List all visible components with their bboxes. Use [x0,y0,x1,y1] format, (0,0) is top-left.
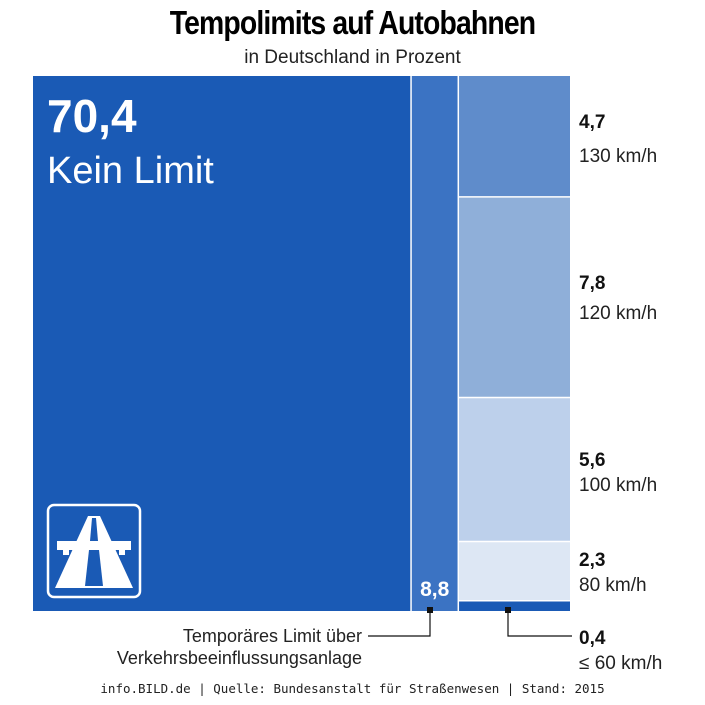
leader-line [507,610,572,637]
bar-6 [458,541,570,601]
value-label-4: 7,8 [579,273,605,294]
bar-temporaeres-limit [411,76,459,611]
category-label-kein-limit: Kein Limit [47,150,214,192]
autobahn-bridge-shape [57,541,131,550]
category-label-6: 80 km/h [579,575,647,596]
bar-4 [458,196,570,398]
value-label-kein-limit: 70,4 [47,90,137,142]
autobahn-icon [46,503,142,599]
value-label-3: 4,7 [579,112,605,133]
category-label-temporaeres-limit-line2: Verkehrsbeeinflussungsanlage [117,648,362,668]
category-label-temporaeres-limit: Temporäres Limit über [183,626,362,646]
autobahn-bridge-pillar [119,550,125,555]
value-label-5: 5,6 [579,450,605,471]
source-footer: info.BILD.de | Quelle: Bundesanstalt für… [100,681,605,696]
chart-subtitle: in Deutschland in Prozent [244,47,461,68]
value-label-6: 2,3 [579,550,605,571]
chart-title: Tempolimits auf Autobahnen [169,4,536,41]
autobahn-lane-divider [90,518,98,541]
category-label-4: 120 km/h [579,303,657,324]
category-label-7: ≤ 60 km/h [579,653,662,674]
autobahn-lane-divider [85,550,103,586]
category-label-3: 130 km/h [579,146,657,167]
leader-line [368,610,431,637]
value-label-temporaeres-limit: 8,8 [420,578,450,601]
value-label-7: 0,4 [579,628,606,649]
autobahn-bridge-pillar [63,550,69,555]
bar-7 [458,600,570,611]
bar-3 [458,76,570,197]
category-label-5: 100 km/h [579,475,657,496]
bar-5 [458,397,570,542]
